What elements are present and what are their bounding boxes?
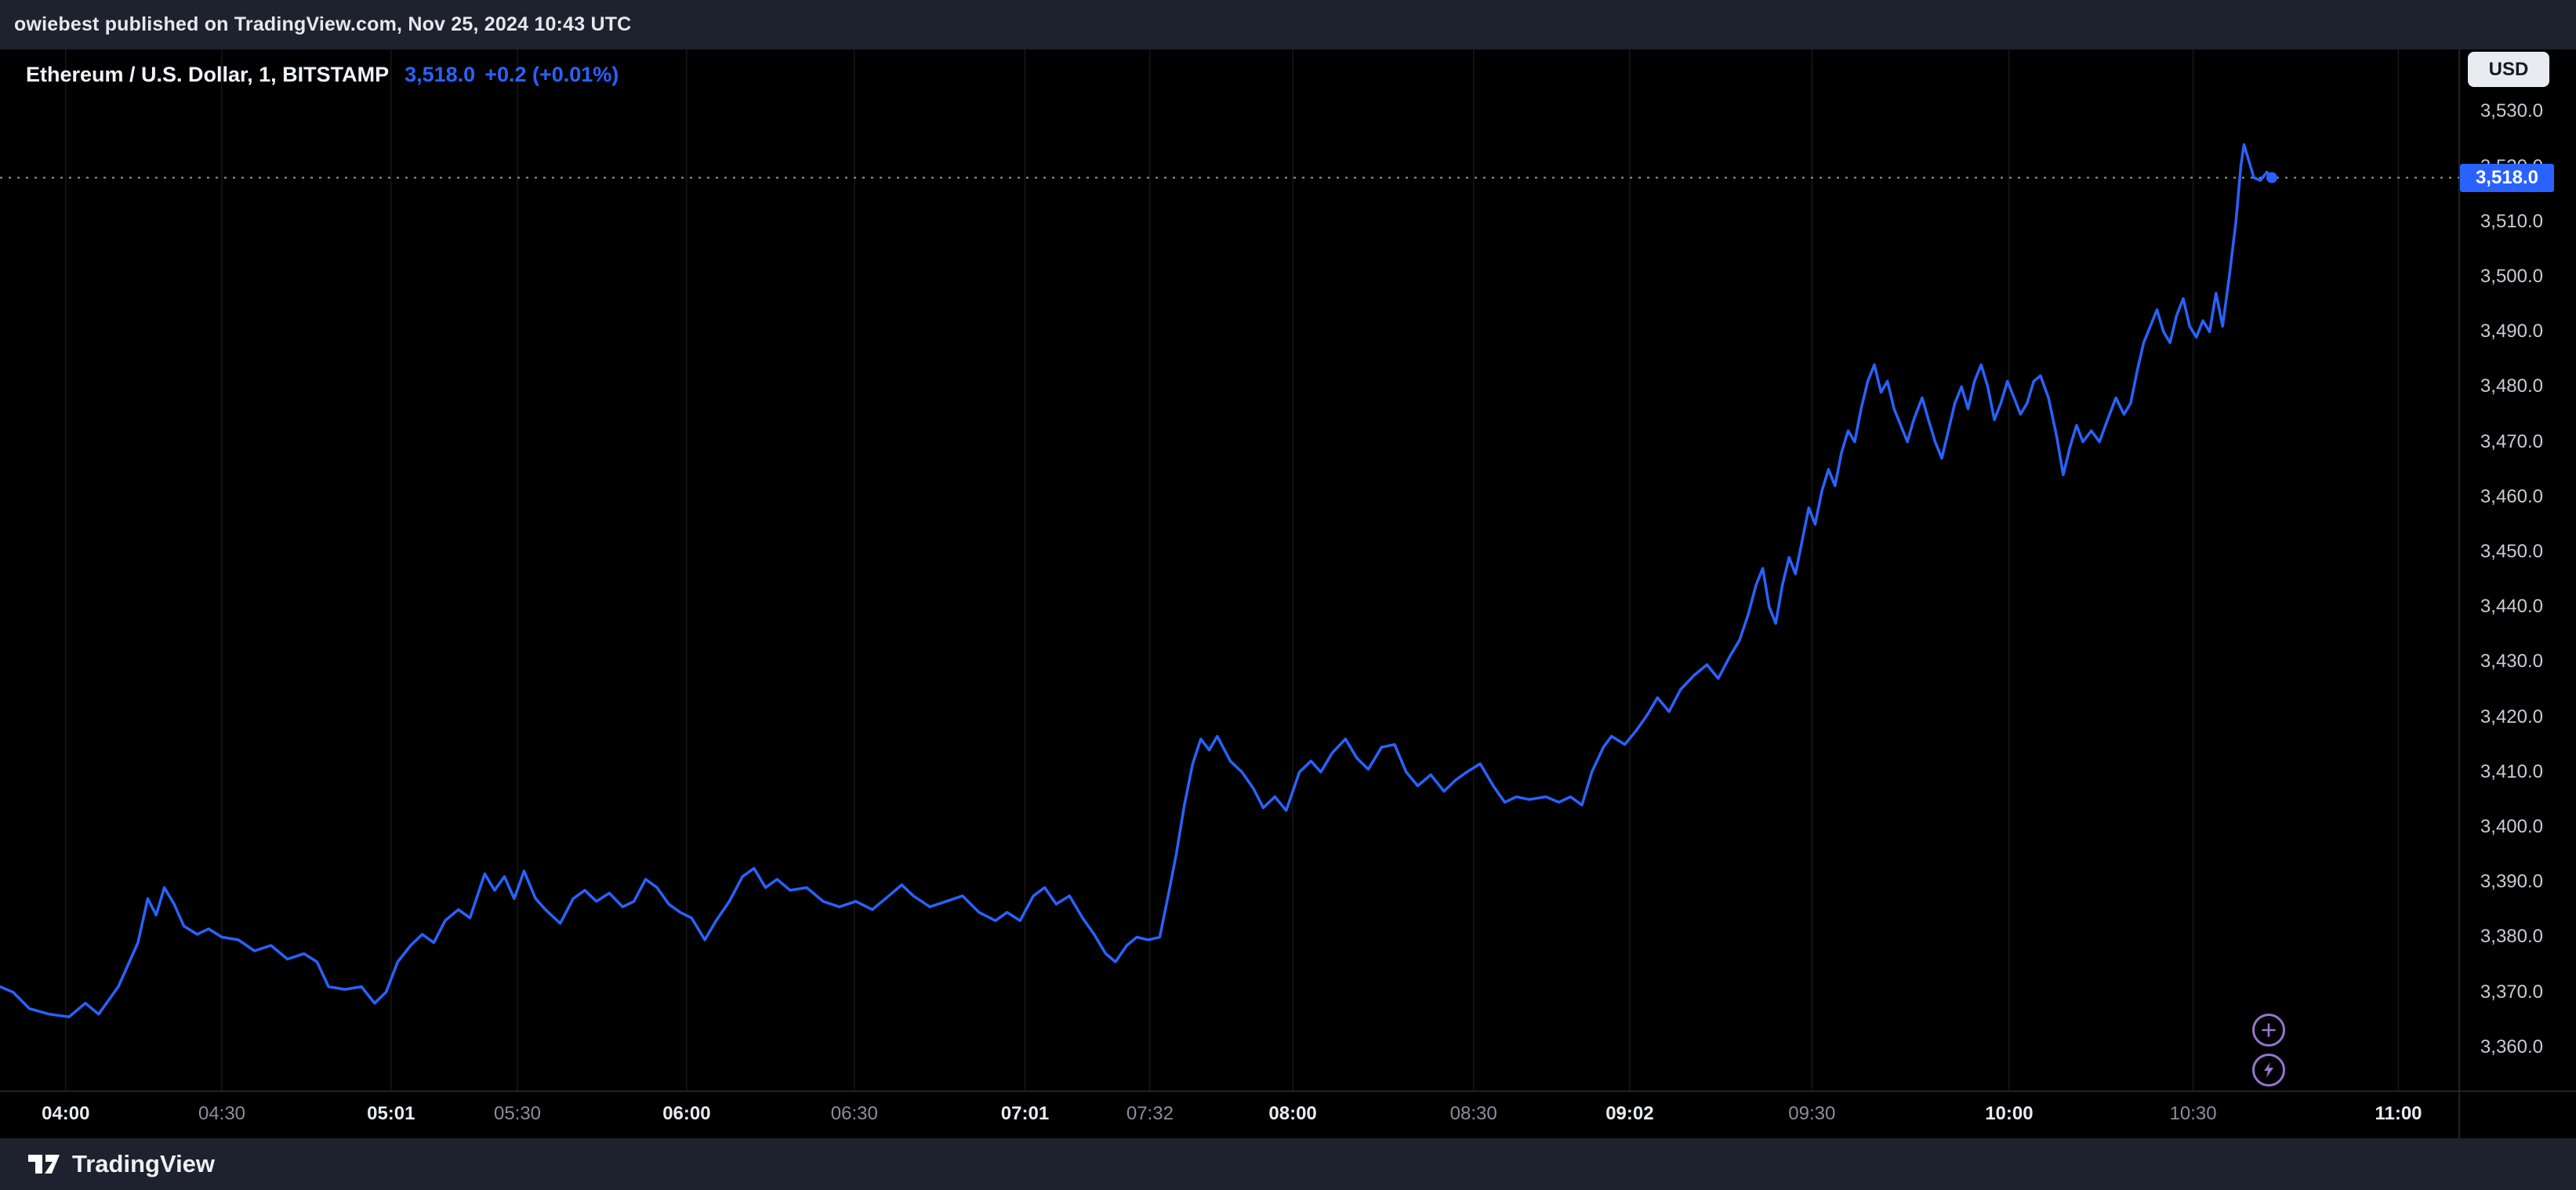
price-tick-label: 3,510.0 — [2480, 210, 2543, 232]
lightning-bolt-icon — [2261, 1061, 2277, 1079]
price-tick-label: 3,490.0 — [2480, 321, 2543, 343]
chart-legend[interactable]: Ethereum / U.S. Dollar, 1, BITSTAMP 3,51… — [26, 63, 619, 87]
time-tick-label: 07:32 — [1126, 1103, 1174, 1124]
symbol-title[interactable]: Ethereum / U.S. Dollar, 1, BITSTAMP — [26, 63, 390, 86]
currency-toggle-button[interactable]: USD — [2468, 52, 2549, 87]
price-tick-label: 3,360.0 — [2480, 1036, 2543, 1058]
last-price-value: 3,518.0 — [405, 63, 476, 86]
time-tick-label: 07:01 — [1000, 1103, 1050, 1124]
price-tick-label: 3,460.0 — [2480, 485, 2543, 507]
price-axis[interactable]: USD 3,518.0 3,530.03,520.03,510.03,500.0… — [2459, 49, 2576, 1138]
last-price-axis-label: 3,518.0 — [2460, 163, 2554, 192]
time-axis[interactable]: 04:00 04:30 05:01 05:30 06:00 06:30 07:01 07:32… — [0, 1091, 2576, 1138]
price-change-value: +0.2 (+0.01%) — [484, 63, 619, 86]
time-tick-label: 09:02 — [1605, 1103, 1654, 1124]
boost-button[interactable] — [2252, 1054, 2285, 1087]
time-tick-label: 08:00 — [1268, 1103, 1317, 1124]
price-tick-label: 3,470.0 — [2480, 430, 2543, 452]
price-tick-label: 3,400.0 — [2480, 816, 2543, 837]
chart-canvas[interactable] — [0, 49, 2576, 1138]
tradingview-logo-icon[interactable] — [27, 1152, 61, 1177]
time-tick-label: 09:30 — [1788, 1103, 1836, 1124]
footer-brand-text[interactable]: TradingView — [72, 1150, 216, 1177]
time-tick-label: 05:30 — [493, 1103, 542, 1124]
time-tick-label: 05:01 — [367, 1103, 415, 1124]
time-tick-label: 06:00 — [662, 1103, 711, 1124]
price-tick-label: 3,450.0 — [2480, 541, 2543, 562]
time-tick-label: 10:00 — [1985, 1103, 2034, 1124]
time-tick-label: 11:00 — [2375, 1103, 2422, 1124]
price-tick-label: 3,500.0 — [2480, 266, 2543, 287]
time-tick-label: 06:30 — [830, 1103, 878, 1124]
chart-region[interactable]: Ethereum / U.S. Dollar, 1, BITSTAMP 3,51… — [0, 49, 2576, 1138]
price-line-series — [0, 143, 2273, 1018]
price-tick-label: 3,380.0 — [2480, 926, 2543, 948]
last-price-dot — [2266, 172, 2277, 183]
time-tick-label: 10:30 — [2169, 1103, 2217, 1124]
price-tick-label: 3,390.0 — [2480, 871, 2543, 893]
price-tick-label: 3,420.0 — [2480, 706, 2543, 727]
price-tick-label: 3,410.0 — [2480, 760, 2543, 782]
footer-bar: TradingView — [0, 1138, 2576, 1190]
price-tick-label: 3,430.0 — [2480, 651, 2543, 673]
time-tick-label: 08:30 — [1449, 1103, 1497, 1124]
plus-icon — [2259, 1021, 2278, 1039]
follow-button[interactable] — [2252, 1014, 2285, 1047]
price-tick-label: 3,480.0 — [2480, 376, 2543, 397]
time-tick-label: 04:00 — [42, 1103, 90, 1124]
price-tick-label: 3,370.0 — [2480, 981, 2543, 1003]
price-tick-label: 3,440.0 — [2480, 596, 2543, 618]
publish-banner: owiebest published on TradingView.com, N… — [0, 0, 2576, 49]
time-tick-label: 04:30 — [198, 1103, 246, 1124]
publish-banner-text: owiebest published on TradingView.com, N… — [14, 13, 632, 35]
price-tick-label: 3,530.0 — [2480, 100, 2543, 122]
